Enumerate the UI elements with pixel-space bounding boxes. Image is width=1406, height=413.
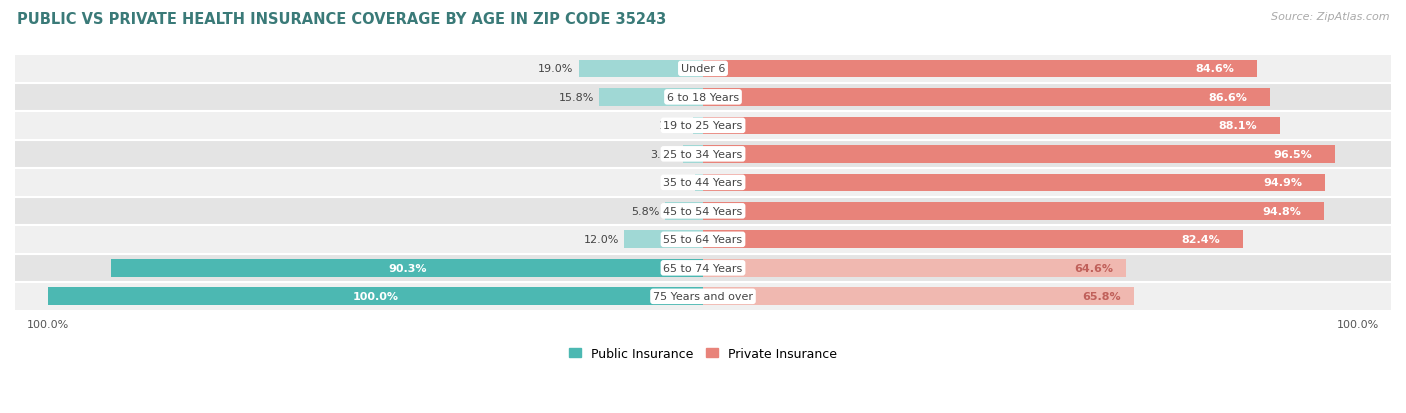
Text: 12.0%: 12.0% <box>583 235 619 245</box>
Bar <box>15 197 1391 225</box>
Text: 75 Years and over: 75 Years and over <box>652 292 754 301</box>
Text: 1.6%: 1.6% <box>659 121 688 131</box>
Bar <box>693 117 703 135</box>
Text: 65.8%: 65.8% <box>1083 292 1121 301</box>
Bar <box>15 112 1391 140</box>
Text: 90.3%: 90.3% <box>388 263 426 273</box>
Text: 5.8%: 5.8% <box>631 206 659 216</box>
Bar <box>703 174 1324 192</box>
Bar <box>703 60 1257 78</box>
Text: 15.8%: 15.8% <box>558 93 595 102</box>
Bar <box>15 140 1391 169</box>
Text: 88.1%: 88.1% <box>1219 121 1257 131</box>
Text: 64.6%: 64.6% <box>1074 263 1114 273</box>
Bar <box>15 282 1391 311</box>
Bar <box>703 231 1243 249</box>
Bar <box>578 60 703 78</box>
Text: 35 to 44 Years: 35 to 44 Years <box>664 178 742 188</box>
Bar <box>665 202 703 220</box>
Text: 65 to 74 Years: 65 to 74 Years <box>664 263 742 273</box>
Bar <box>15 254 1391 282</box>
Bar <box>624 231 703 249</box>
Text: 3.0%: 3.0% <box>650 150 678 159</box>
Bar <box>703 202 1324 220</box>
Bar <box>695 174 703 192</box>
Bar <box>15 169 1391 197</box>
Bar <box>599 89 703 107</box>
Text: 55 to 64 Years: 55 to 64 Years <box>664 235 742 245</box>
Text: 82.4%: 82.4% <box>1181 235 1220 245</box>
Text: 94.9%: 94.9% <box>1263 178 1302 188</box>
Legend: Public Insurance, Private Insurance: Public Insurance, Private Insurance <box>564 342 842 365</box>
Bar <box>703 89 1271 107</box>
Text: 19 to 25 Years: 19 to 25 Years <box>664 121 742 131</box>
Bar <box>683 146 703 163</box>
Bar <box>15 225 1391 254</box>
Bar <box>703 288 1135 306</box>
Text: Under 6: Under 6 <box>681 64 725 74</box>
Text: PUBLIC VS PRIVATE HEALTH INSURANCE COVERAGE BY AGE IN ZIP CODE 35243: PUBLIC VS PRIVATE HEALTH INSURANCE COVER… <box>17 12 666 27</box>
Text: 19.0%: 19.0% <box>538 64 574 74</box>
Text: 96.5%: 96.5% <box>1274 150 1312 159</box>
Text: 84.6%: 84.6% <box>1195 64 1234 74</box>
Text: 1.2%: 1.2% <box>661 178 690 188</box>
Text: 25 to 34 Years: 25 to 34 Years <box>664 150 742 159</box>
Text: Source: ZipAtlas.com: Source: ZipAtlas.com <box>1271 12 1389 22</box>
Bar <box>703 146 1336 163</box>
Bar <box>15 83 1391 112</box>
Bar <box>703 259 1126 277</box>
Text: 86.6%: 86.6% <box>1209 93 1247 102</box>
Bar <box>48 288 703 306</box>
Text: 6 to 18 Years: 6 to 18 Years <box>666 93 740 102</box>
Text: 94.8%: 94.8% <box>1263 206 1301 216</box>
Bar <box>111 259 703 277</box>
Bar <box>703 117 1281 135</box>
Bar <box>15 55 1391 83</box>
Text: 100.0%: 100.0% <box>353 292 398 301</box>
Text: 45 to 54 Years: 45 to 54 Years <box>664 206 742 216</box>
